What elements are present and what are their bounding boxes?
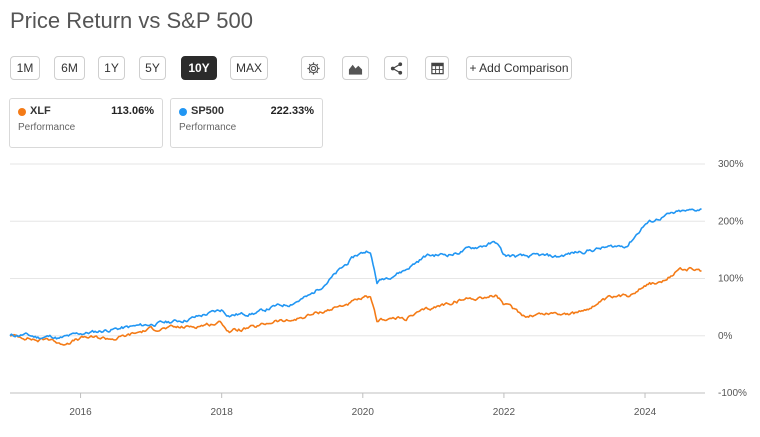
price-return-chart: 300% 200% 100% 0% -100% 2016 2018 2020 2022 2024 [9, 159, 747, 418]
x-tick-label: 2018 [211, 407, 234, 418]
area-chart-icon [348, 64, 363, 75]
chart-type-button[interactable] [342, 56, 369, 80]
series-color-dot [179, 108, 187, 116]
range-button-1m[interactable]: 1M [10, 56, 40, 80]
series-line-xlf [9, 266, 702, 346]
range-button-1y[interactable]: 1Y [98, 56, 125, 80]
card-symbol: XLF [30, 105, 51, 117]
range-button-5y[interactable]: 5Y [139, 56, 166, 80]
y-tick-label: 200% [718, 216, 744, 227]
x-tick-label: 2024 [634, 407, 657, 418]
range-button-10y[interactable]: 10Y [181, 56, 217, 80]
card-symbol: SP500 [191, 105, 225, 117]
series-line-sp500 [9, 207, 702, 340]
performance-card-sp500: SP500 222.33% Performance [170, 98, 323, 148]
card-label: Performance [179, 122, 237, 133]
share-button[interactable] [384, 56, 408, 80]
x-tick-label: 2022 [493, 407, 516, 418]
table-icon [430, 62, 444, 74]
card-value: 222.33% [270, 105, 314, 117]
add-comparison-button[interactable]: + Add Comparison [466, 56, 572, 80]
gear-icon [306, 61, 320, 75]
table-button[interactable] [425, 56, 449, 80]
range-button-6m[interactable]: 6M [54, 56, 85, 80]
settings-button[interactable] [301, 56, 325, 80]
y-tick-label: -100% [718, 388, 747, 399]
x-tick-label: 2016 [69, 407, 92, 418]
y-tick-label: 0% [718, 331, 733, 342]
x-tick-label: 2020 [352, 407, 375, 418]
y-tick-label: 300% [718, 159, 744, 170]
card-label: Performance [18, 122, 76, 133]
range-button-max[interactable]: MAX [230, 56, 268, 80]
page-title: Price Return vs S&P 500 [10, 8, 253, 33]
y-tick-label: 100% [718, 274, 744, 285]
share-icon [390, 61, 402, 75]
series-color-dot [18, 108, 26, 116]
performance-card-xlf: XLF 113.06% Performance [9, 98, 163, 148]
card-value: 113.06% [111, 105, 154, 117]
